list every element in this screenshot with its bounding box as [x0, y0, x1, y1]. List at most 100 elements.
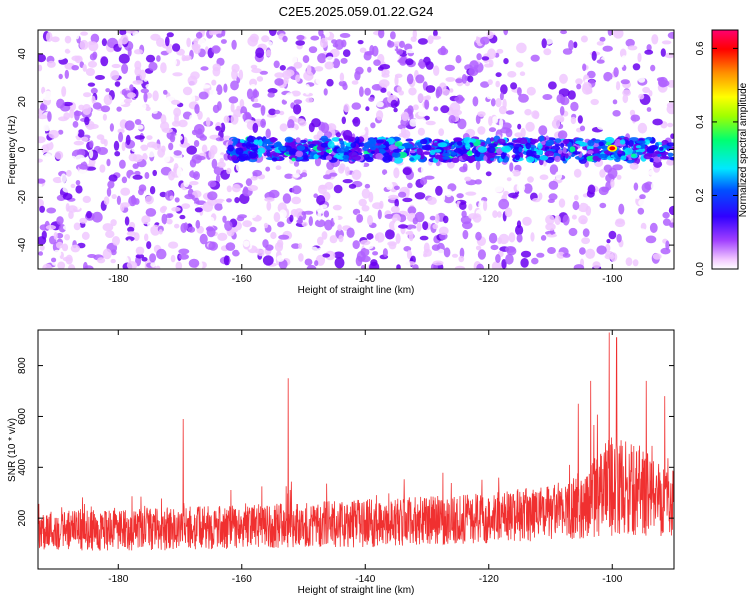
heatmap-cell	[260, 118, 266, 128]
heatmap-signal-cell	[453, 148, 463, 153]
heatmap-cell	[242, 220, 253, 228]
heatmap-cell	[466, 196, 478, 203]
heatmap-cell	[318, 30, 324, 37]
heatmap-cell	[106, 158, 111, 167]
heatmap-cell	[573, 264, 585, 269]
heatmap-cell	[303, 210, 314, 215]
heatmap-cell	[169, 195, 174, 200]
heatmap-cell	[258, 209, 269, 218]
heatmap-signal-cell	[512, 139, 521, 143]
heatmap-cell	[230, 103, 235, 113]
heatmap-cell	[313, 193, 319, 198]
heatmap-cell	[510, 116, 517, 122]
heatmap-cell	[451, 253, 459, 258]
heatmap-cell	[54, 150, 64, 160]
heatmap-cell	[140, 88, 149, 94]
heatmap-cell	[79, 39, 89, 50]
heatmap-cell	[576, 83, 582, 90]
heatmap-cell	[82, 195, 92, 203]
heatmap-cell	[296, 169, 301, 175]
heatmap-cell	[459, 247, 465, 259]
heatmap-cell	[359, 86, 364, 97]
heatmap-signal-cell	[343, 147, 349, 153]
heatmap-cell	[147, 221, 154, 228]
heatmap-cell	[101, 38, 107, 47]
heatmap-cell	[431, 35, 442, 40]
heatmap-cell	[376, 110, 384, 121]
heatmap-cell	[193, 171, 200, 180]
heatmap-cell	[141, 103, 147, 111]
colorbar-label: Normalized spectral amplitude	[738, 82, 749, 217]
heatmap-cell	[65, 92, 75, 97]
heatmap-cell	[38, 165, 45, 173]
heatmap-cell	[184, 55, 192, 61]
heatmap-cell	[541, 38, 547, 49]
heatmap-cell	[356, 214, 364, 223]
heatmap-signal-cell	[539, 135, 545, 143]
heatmap-signal-cell	[398, 151, 408, 159]
heatmap-cell	[232, 249, 240, 257]
heatmap-cell	[324, 219, 333, 231]
heatmap-cell	[644, 49, 654, 55]
heatmap-signal-cell	[307, 141, 312, 145]
heatmap-cell	[585, 205, 592, 216]
heatmap-cell	[361, 188, 371, 199]
heatmap-cell	[138, 188, 144, 196]
heatmap-cell	[281, 176, 287, 185]
heatmap-signal-cell	[453, 137, 463, 142]
heatmap-cell	[341, 116, 346, 125]
heatmap-signal-cell	[394, 141, 403, 147]
heatmap-cell	[120, 202, 131, 208]
heatmap-cell	[468, 203, 473, 211]
y-tick-label: 0	[17, 146, 28, 152]
heatmap-signal-cell	[486, 151, 496, 159]
heatmap-cell	[194, 104, 200, 114]
heatmap-cell	[245, 178, 253, 187]
heatmap-cell	[151, 109, 158, 114]
heatmap-cell	[387, 40, 395, 48]
heatmap-cell	[462, 229, 469, 240]
heatmap-cell	[366, 233, 374, 240]
heatmap-cell	[287, 119, 295, 130]
heatmap-cell	[500, 127, 511, 134]
heatmap-cell	[333, 214, 339, 224]
heatmap-cell	[270, 231, 277, 240]
heatmap-cell	[568, 40, 574, 51]
heatmap-signal-cell	[367, 148, 372, 153]
heatmap-signal-cell	[313, 154, 319, 160]
heatmap-cell	[83, 261, 88, 269]
heatmap-cell	[110, 249, 117, 256]
heatmap-cell	[61, 86, 67, 97]
heatmap-cell	[518, 93, 529, 103]
heatmap-cell	[266, 201, 272, 211]
heatmap-cell	[382, 169, 388, 176]
heatmap-cell	[97, 147, 108, 155]
heatmap-cell	[596, 41, 604, 46]
heatmap-cell	[637, 52, 642, 63]
heatmap-cell	[503, 30, 509, 36]
snr-x-axis-label: Height of straight line (km)	[298, 585, 415, 596]
heatmap-cell	[178, 248, 190, 255]
heatmap-signal-cell	[637, 151, 643, 156]
heatmap-cell	[211, 263, 218, 268]
heatmap-cell	[120, 187, 131, 196]
heatmap-cell	[146, 147, 157, 158]
heatmap-cell	[398, 191, 407, 198]
heatmap-cell	[358, 198, 367, 207]
heatmap-cell	[52, 249, 62, 258]
heatmap-cell	[135, 253, 145, 259]
heatmap-cell	[268, 30, 277, 37]
heatmap-cell	[461, 74, 467, 84]
heatmap-cell	[333, 184, 343, 194]
heatmap-cell	[652, 253, 662, 260]
heatmap-cell	[62, 101, 73, 107]
heatmap-cell	[323, 174, 332, 180]
heatmap-cell	[125, 134, 131, 146]
heatmap-cell	[186, 37, 191, 48]
y-tick-label: 40	[17, 48, 28, 60]
heatmap-cell	[420, 255, 427, 265]
heatmap-cell	[304, 258, 313, 266]
heatmap-cell	[113, 140, 120, 151]
heatmap-signal-cell	[340, 142, 345, 149]
heatmap-cell	[223, 255, 229, 266]
